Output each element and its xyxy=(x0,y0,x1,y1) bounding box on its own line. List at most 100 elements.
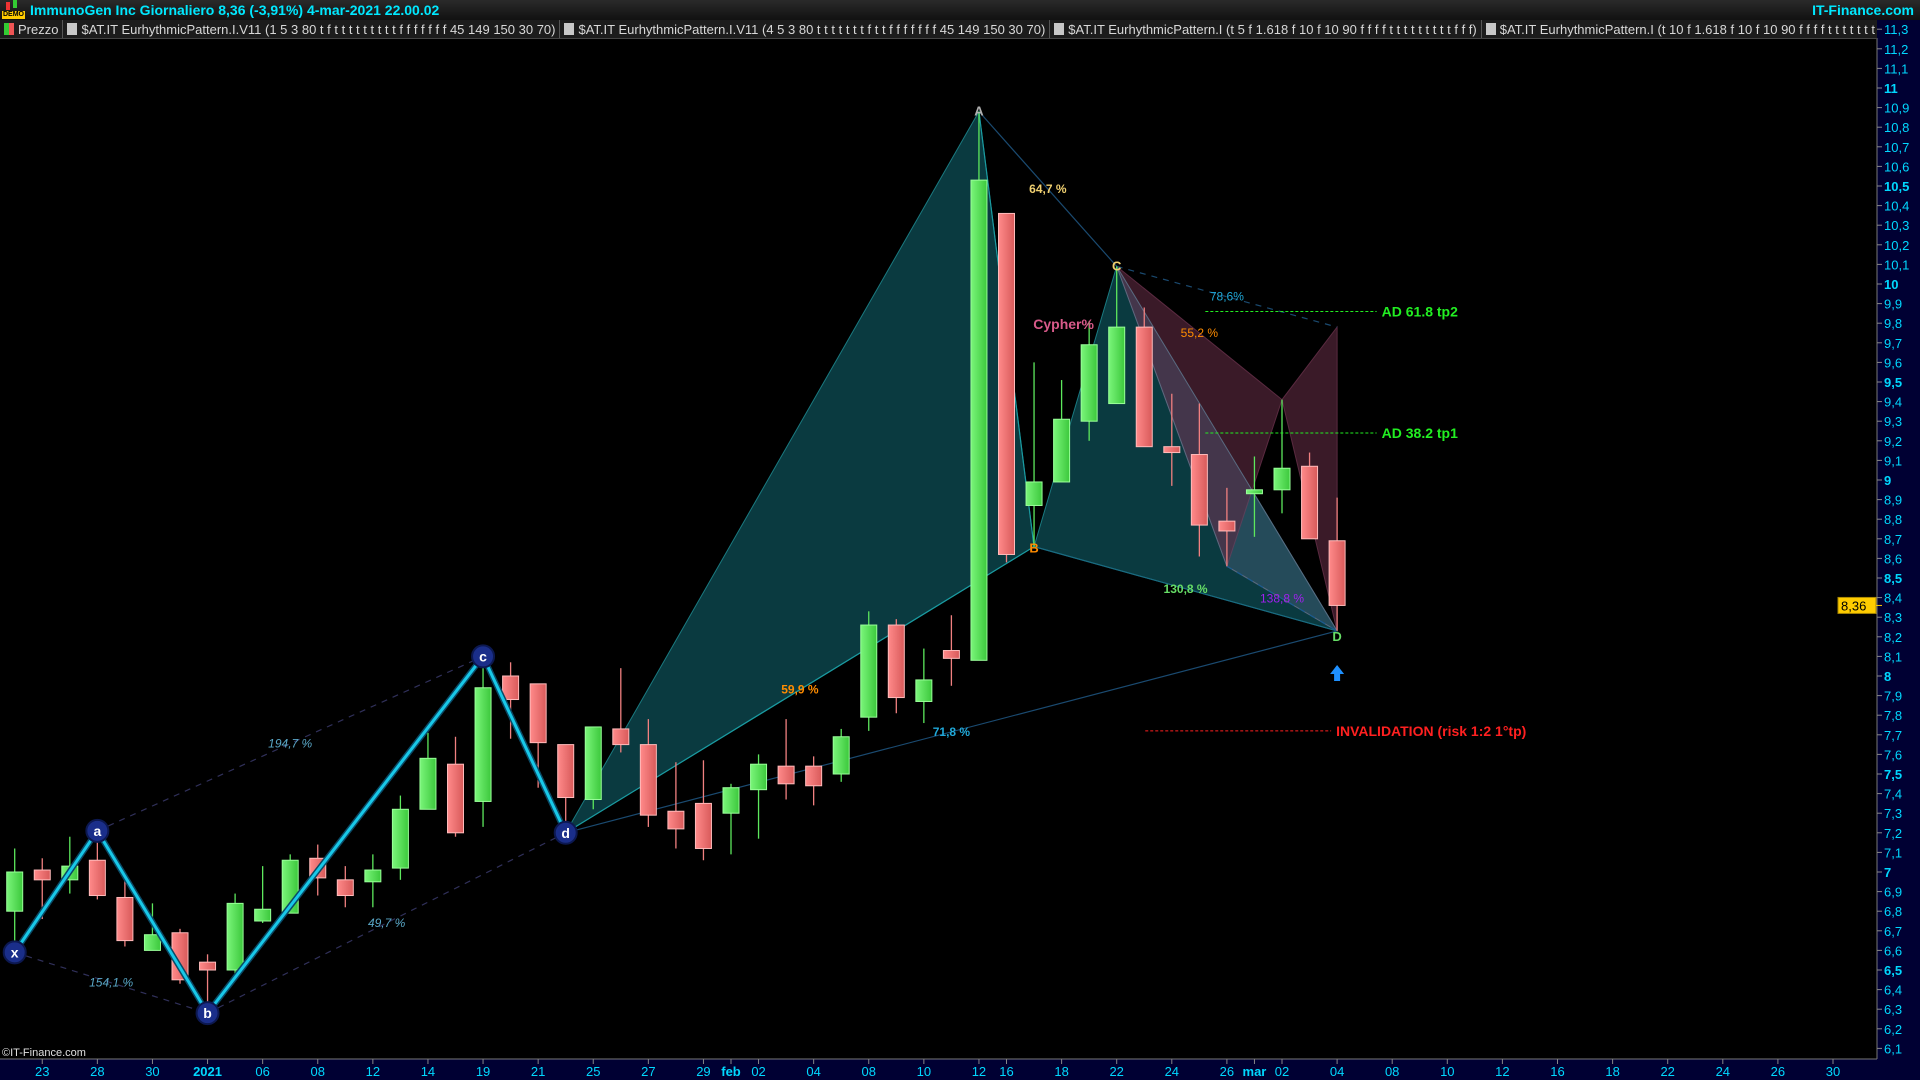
indicator-swatch-icon xyxy=(1054,23,1065,35)
legend-item-indicator[interactable]: $AT.IT EurhythmicPattern.I (t 5 f 1.618 … xyxy=(1050,20,1482,38)
time-axis[interactable] xyxy=(0,1059,1877,1080)
candle-up xyxy=(6,848,24,953)
pattern-point-label: d xyxy=(561,825,570,841)
candle-down xyxy=(887,619,905,714)
price-tick-label: 10 xyxy=(1884,277,1898,292)
candle-down xyxy=(336,866,354,908)
cypher-point-label: C xyxy=(1112,258,1122,273)
price-tick-label: 8 xyxy=(1884,669,1891,684)
price-tick-label: 8,8 xyxy=(1884,512,1902,527)
zigzag-ratio-line xyxy=(97,655,484,832)
time-tick-label: 08 xyxy=(862,1064,876,1079)
time-tick-label: 02 xyxy=(1275,1064,1289,1079)
price-tick-label: 6,3 xyxy=(1884,1002,1902,1017)
legend-item-price[interactable]: Prezzo xyxy=(0,20,64,38)
pink-138-line xyxy=(1226,565,1338,632)
pattern-point-label: b xyxy=(203,1005,212,1021)
pattern-name-label: Cypher% xyxy=(1033,316,1094,332)
time-tick-label: mar xyxy=(1243,1064,1267,1079)
time-tick-label: 24 xyxy=(1716,1064,1730,1079)
candle-down xyxy=(447,736,464,837)
candle-body xyxy=(667,810,685,830)
price-tick-label: 11,3 xyxy=(1884,22,1908,37)
pattern-point-label: a xyxy=(93,823,101,839)
time-tick-label: 2021 xyxy=(193,1064,222,1079)
candle-body xyxy=(116,896,134,942)
candle-up xyxy=(860,611,878,731)
candle-body xyxy=(1190,454,1208,526)
time-tick-label: 23 xyxy=(35,1064,49,1079)
candle-body xyxy=(336,879,354,897)
candle-down xyxy=(942,615,960,686)
watermark: ©IT-Finance.com xyxy=(2,1047,86,1059)
price-tick-label: 11 xyxy=(1884,81,1898,96)
time-tick-label: 30 xyxy=(145,1064,159,1079)
price-tick-label: 8,5 xyxy=(1884,571,1902,586)
candle-body xyxy=(33,869,51,881)
cypher-point-label: A xyxy=(974,104,984,119)
price-tick-label: 9,2 xyxy=(1884,434,1902,449)
legend-item-indicator[interactable]: $AT.IT EurhythmicPattern.I (t 10 f 1.618… xyxy=(1482,20,1877,38)
candle-body xyxy=(1080,344,1098,422)
candle-up xyxy=(1273,399,1291,514)
time-tick-label: 29 xyxy=(696,1064,710,1079)
price-axis[interactable] xyxy=(1877,20,1920,1080)
candle-up xyxy=(226,893,244,980)
candle-body xyxy=(199,961,217,971)
price-tick-label: 6,5 xyxy=(1884,963,1902,978)
price-tick-label: 10,1 xyxy=(1884,257,1909,272)
candle-down xyxy=(805,756,823,806)
candle-up xyxy=(584,726,602,810)
ratio-label: 194,7 % xyxy=(268,737,312,751)
time-tick-label: 10 xyxy=(1440,1064,1454,1079)
zigzag-pattern: x a b c d xyxy=(2,644,578,1026)
price-tick-label: 11,1 xyxy=(1884,61,1908,76)
price-tick-label: 11,2 xyxy=(1884,42,1908,57)
time-tick-label: 22 xyxy=(1660,1064,1674,1079)
candle-body xyxy=(805,765,823,787)
invalidation-level-label: INVALIDATION (risk 1:2 1°tp) xyxy=(1336,723,1526,739)
candle-up xyxy=(1108,266,1126,405)
time-tick-label: 16 xyxy=(999,1064,1013,1079)
price-tick-label: 9,4 xyxy=(1884,395,1902,410)
candle-body xyxy=(529,683,547,744)
price-tick-label: 7,7 xyxy=(1884,728,1902,743)
candle-down xyxy=(1163,393,1181,486)
price-tick-label: 8,2 xyxy=(1884,630,1902,645)
candle-body xyxy=(722,787,740,814)
price-tick-label: 6,7 xyxy=(1884,924,1902,939)
legend-item-indicator[interactable]: $AT.IT EurhythmicPattern.I.V11 (4 5 3 80… xyxy=(560,20,1051,38)
time-tick-label: 16 xyxy=(1550,1064,1564,1079)
brand-link[interactable]: IT-Finance.com xyxy=(1812,2,1914,18)
candle-up xyxy=(254,866,272,923)
cypher-point-label: B xyxy=(1029,541,1038,556)
time-tick-label: 19 xyxy=(476,1064,490,1079)
app-logo: DEMO xyxy=(2,1,26,19)
time-tick-label: 12 xyxy=(972,1064,986,1079)
candle-body xyxy=(612,728,630,746)
price-tick-label: 9 xyxy=(1884,473,1891,488)
legend-item-indicator[interactable]: $AT.IT EurhythmicPattern.I.V11 (1 5 3 80… xyxy=(63,20,561,38)
price-tick-label: 9,8 xyxy=(1884,316,1902,331)
legend-label: $AT.IT EurhythmicPattern.I.V11 (1 5 3 80… xyxy=(81,21,556,37)
candle-body xyxy=(1273,467,1291,491)
candle-up xyxy=(391,795,409,880)
time-tick-label: 27 xyxy=(641,1064,655,1079)
candle-down xyxy=(1190,403,1208,557)
candles xyxy=(6,111,1346,1014)
candle-down xyxy=(777,719,795,800)
price-tick-label: 6,2 xyxy=(1884,1022,1902,1037)
candle-body xyxy=(1301,465,1319,540)
cypher-xd-line xyxy=(565,630,1338,834)
time-tick-label: 12 xyxy=(1495,1064,1509,1079)
time-tick-label: 02 xyxy=(751,1064,765,1079)
candle-body xyxy=(1245,489,1263,495)
price-swatch-icon xyxy=(4,23,14,35)
candle-up xyxy=(419,732,437,810)
price-tick-label: 7,1 xyxy=(1884,845,1902,860)
candle-up xyxy=(750,754,768,839)
price-tick-label: 9,1 xyxy=(1884,453,1902,468)
candle-body xyxy=(970,179,988,661)
candle-up xyxy=(1245,456,1263,537)
